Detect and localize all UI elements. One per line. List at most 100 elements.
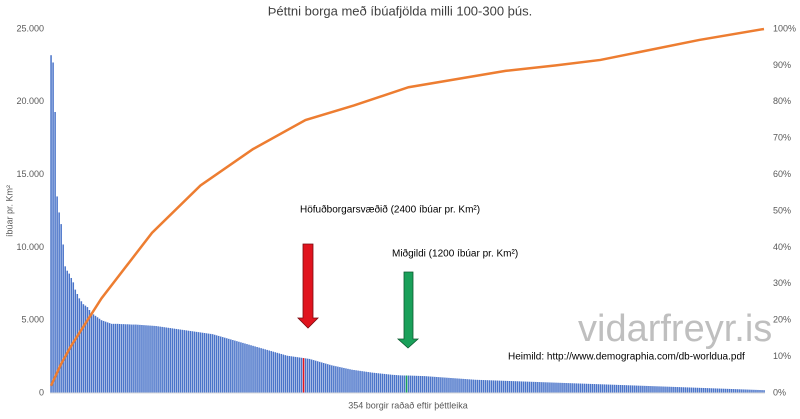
bar bbox=[221, 337, 224, 393]
bar bbox=[571, 383, 573, 393]
bar bbox=[407, 375, 410, 393]
bar bbox=[135, 324, 137, 393]
bar bbox=[355, 370, 357, 393]
bar bbox=[613, 384, 616, 393]
bar bbox=[363, 371, 365, 393]
bar bbox=[627, 385, 630, 393]
bar bbox=[607, 384, 610, 393]
bar bbox=[646, 385, 648, 393]
bar bbox=[696, 387, 699, 393]
bar bbox=[472, 379, 474, 393]
bar bbox=[397, 375, 400, 393]
bar bbox=[506, 380, 509, 393]
bar bbox=[763, 390, 765, 393]
y-tick-label: 20.000 bbox=[16, 96, 44, 106]
bar bbox=[686, 387, 689, 393]
bar bbox=[84, 305, 87, 393]
y-axis-label: íbúar pr. Km² bbox=[4, 185, 14, 237]
bar bbox=[86, 307, 89, 393]
bar bbox=[139, 324, 141, 393]
bar bbox=[504, 380, 507, 393]
bar bbox=[460, 378, 462, 393]
bar bbox=[246, 344, 248, 393]
bar bbox=[173, 328, 176, 393]
bar bbox=[567, 383, 569, 393]
bar bbox=[201, 332, 204, 393]
bar bbox=[638, 385, 640, 393]
y2-tick-label: 0% bbox=[773, 387, 786, 397]
bar bbox=[72, 282, 75, 393]
bar bbox=[258, 347, 260, 393]
bar bbox=[276, 352, 279, 393]
bar bbox=[100, 320, 103, 393]
bar bbox=[181, 329, 184, 393]
bar bbox=[526, 381, 529, 393]
bar bbox=[205, 333, 208, 393]
bar bbox=[163, 327, 165, 393]
bar bbox=[377, 373, 380, 393]
bar bbox=[751, 389, 753, 393]
bar bbox=[187, 330, 190, 393]
bar bbox=[248, 344, 250, 393]
bar bbox=[520, 381, 523, 393]
bar bbox=[551, 382, 553, 393]
bar bbox=[80, 301, 83, 393]
bar bbox=[383, 373, 386, 393]
bar bbox=[660, 386, 662, 393]
bar bbox=[739, 389, 741, 393]
bar bbox=[367, 372, 369, 393]
bar bbox=[316, 361, 319, 393]
bar bbox=[684, 387, 687, 393]
bar bbox=[434, 376, 436, 393]
bar bbox=[720, 388, 723, 393]
bar bbox=[118, 323, 121, 393]
bar bbox=[676, 387, 678, 393]
bar bbox=[438, 377, 440, 393]
bar bbox=[399, 375, 402, 393]
bar bbox=[658, 386, 660, 393]
bar bbox=[458, 378, 460, 393]
bar bbox=[66, 270, 68, 393]
bar bbox=[625, 385, 628, 393]
bar bbox=[333, 365, 335, 393]
bar bbox=[327, 364, 329, 393]
bar bbox=[68, 273, 70, 393]
bar bbox=[694, 387, 697, 393]
bar bbox=[236, 341, 238, 393]
bar bbox=[373, 372, 375, 393]
bar bbox=[155, 326, 157, 393]
bar bbox=[478, 379, 481, 393]
bar bbox=[280, 353, 283, 393]
bar bbox=[656, 386, 658, 393]
y2-tick-label: 100% bbox=[773, 23, 796, 33]
bar bbox=[591, 383, 594, 393]
bar bbox=[670, 386, 672, 393]
bar bbox=[54, 111, 56, 393]
bar bbox=[541, 382, 543, 393]
bar bbox=[347, 368, 349, 393]
bar bbox=[353, 369, 355, 393]
bar bbox=[448, 377, 450, 393]
bar bbox=[298, 357, 301, 393]
bar bbox=[379, 373, 382, 393]
y2-tick-label: 50% bbox=[773, 205, 791, 215]
bar bbox=[553, 382, 555, 393]
bar bbox=[90, 312, 93, 393]
bar bbox=[722, 388, 725, 393]
bar bbox=[312, 360, 315, 393]
bar bbox=[692, 387, 695, 393]
bar bbox=[573, 383, 575, 393]
bar bbox=[583, 383, 586, 393]
bar bbox=[563, 382, 565, 393]
bar bbox=[125, 324, 127, 393]
y2-tick-label: 40% bbox=[773, 242, 791, 252]
bar bbox=[415, 375, 418, 393]
bar bbox=[240, 342, 242, 393]
bar bbox=[726, 388, 729, 393]
bar bbox=[636, 385, 638, 393]
bar bbox=[137, 324, 139, 393]
bar bbox=[242, 342, 244, 393]
bar bbox=[621, 385, 624, 393]
bar bbox=[450, 378, 452, 393]
bar bbox=[203, 333, 206, 393]
